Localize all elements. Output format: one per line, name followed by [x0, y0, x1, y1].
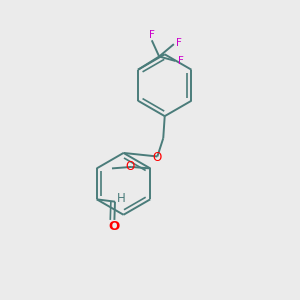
Text: F: F	[176, 38, 182, 48]
Text: O: O	[152, 151, 161, 164]
Text: H: H	[117, 192, 126, 205]
Text: O: O	[125, 160, 134, 172]
Text: O: O	[109, 220, 120, 233]
Text: F: F	[178, 56, 184, 66]
Text: F: F	[149, 30, 155, 40]
